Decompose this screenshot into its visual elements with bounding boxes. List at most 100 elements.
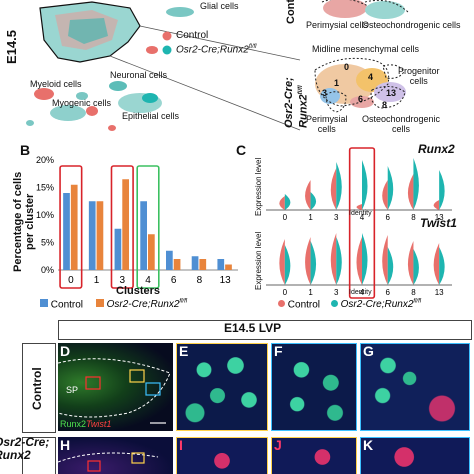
legend-text-control-c: Control xyxy=(287,299,321,311)
legend-swatch-mutant xyxy=(95,299,104,308)
violin-mutant-8 xyxy=(413,158,419,210)
panel-a-umap xyxy=(26,1,301,131)
violin-control-8 xyxy=(407,241,414,285)
umap-neuronal-cluster xyxy=(109,81,127,91)
violin-mutant-6 xyxy=(387,247,394,285)
row-label-mutant: Osr2-Cre; Runx2 xyxy=(0,435,50,462)
panel-c-violins: 0 1 3 4 6 8 130 1 3 4 6 8 13 xyxy=(266,147,452,299)
violin-x-tick: 6 xyxy=(385,213,390,222)
panel-d-sp-label: SP xyxy=(66,385,79,395)
y-tick-label: 20% xyxy=(36,155,54,165)
bar-mutant-6 xyxy=(173,259,181,270)
panel-k-letter: K xyxy=(363,437,374,453)
zoom-cluster-8: 8 xyxy=(382,100,388,110)
bar-control-0 xyxy=(63,193,70,270)
violin-mutant-0 xyxy=(284,245,291,285)
bar-control-4 xyxy=(140,201,147,270)
x-tick-label: 8 xyxy=(197,275,203,286)
violin-control-1 xyxy=(305,237,311,285)
panel-c-identity-label-top: Identity xyxy=(349,210,372,217)
violin-control-0 xyxy=(279,239,285,285)
zoom-top-osteo-label: Osteochondrogenic cells xyxy=(362,20,461,30)
row-label-box-control xyxy=(22,343,56,433)
violin-mutant-6 xyxy=(387,166,394,210)
bar-mutant-0 xyxy=(70,184,78,270)
x-tick-label: 3 xyxy=(120,275,126,286)
bar-control-13 xyxy=(217,259,225,270)
violin-mutant-13 xyxy=(439,247,445,285)
violin-control-13 xyxy=(433,200,440,210)
violin-x-tick: 3 xyxy=(334,213,339,222)
panel-f-letter: F xyxy=(274,343,283,359)
umap-myeloid-cluster xyxy=(34,88,54,100)
micrograph-j xyxy=(271,437,357,474)
cluster-label-neuronal: Neuronal cells xyxy=(110,70,168,80)
bar-mutant-4 xyxy=(148,234,155,270)
bar-mutant-13 xyxy=(225,264,232,270)
violin-x-tick: 0 xyxy=(283,213,288,222)
panel-c-gene-runx2: Runx2 xyxy=(418,142,455,156)
violin-x-tick: 1 xyxy=(308,213,313,222)
micrograph-i xyxy=(176,437,268,474)
highlight-box-cluster-3 xyxy=(110,165,134,289)
panel-b-bar-chart: 0%5%10%15%20%0 1 3 4 6 8 13 xyxy=(36,155,238,289)
violin-control-4 xyxy=(356,204,362,210)
umap-glial-cluster xyxy=(166,7,194,17)
zoom-top-perimysial-label: Perimysial cells xyxy=(306,20,369,30)
bar-control-3 xyxy=(114,228,122,270)
violin-control-4 xyxy=(356,237,362,285)
legend-dot-control-c xyxy=(278,300,285,308)
y-tick-label: 10% xyxy=(36,210,54,220)
legend-text-mutant-c: Osr2-Cre;Runx2fl/fl xyxy=(340,299,422,311)
violin-control-3 xyxy=(330,168,337,210)
zoom-cluster-3: 3 xyxy=(322,88,328,98)
violin-x-tick: 0 xyxy=(283,288,288,297)
panel-b-legend: Control Osr2-Cre;Runx2fl/fl xyxy=(40,299,187,310)
legend-label-mutant: Osr2-Cre;Runx2fl/fl xyxy=(176,44,257,56)
panel-c-gene-twist1: Twist1 xyxy=(420,216,457,230)
violin-mutant-1 xyxy=(310,192,317,210)
legend-swatch-control xyxy=(40,299,48,308)
highlight-box-cluster-4 xyxy=(136,165,160,289)
y-tick-label: 5% xyxy=(41,238,54,248)
legend-text-control: Control xyxy=(50,299,84,311)
microscopy-title: E14.5 LVP xyxy=(224,321,282,335)
violin-control-3 xyxy=(330,233,337,285)
violin-control-0 xyxy=(279,196,285,210)
violin-control-8 xyxy=(407,174,414,210)
legend-label-control: Control xyxy=(176,30,209,41)
micrograph-h xyxy=(58,437,173,474)
micrograph-g xyxy=(360,343,470,431)
x-tick-label: 1 xyxy=(94,275,100,286)
legend-text-mutant: Osr2-Cre;Runx2fl/fl xyxy=(106,299,188,311)
violin-x-tick: 13 xyxy=(435,213,444,222)
zoom-osteo-label: Osteochondrogenic cells xyxy=(362,114,441,134)
x-tick-label: 6 xyxy=(171,275,177,286)
cluster-label-myeloid: Myeloid cells xyxy=(30,79,82,89)
panel-i-letter: I xyxy=(179,437,183,453)
violin-x-tick: 4 xyxy=(360,213,365,222)
violin-mutant-13 xyxy=(439,170,445,210)
panel-b-letter: B xyxy=(20,142,31,158)
row-label-box-mutant xyxy=(22,437,56,474)
micrograph-d xyxy=(58,343,173,431)
microscopy-title-box xyxy=(58,320,472,340)
zoom-cluster-1: 1 xyxy=(334,78,340,88)
umap-myogenic-cluster xyxy=(50,105,86,121)
panel-c-legend: Control Osr2-Cre;Runx2fl/fl xyxy=(278,299,421,310)
panel-h-letter: H xyxy=(60,437,71,453)
legend-dot-mutant xyxy=(162,45,172,55)
legend-dot-mutant-c xyxy=(330,300,338,308)
x-tick-label: 13 xyxy=(220,275,232,286)
legend-dot-control xyxy=(162,31,172,41)
micrograph-e xyxy=(176,343,268,431)
violin-control-6 xyxy=(382,235,388,285)
panel-b-xlabel: Clusters xyxy=(116,285,161,297)
violin-mutant-0 xyxy=(284,194,291,210)
y-tick-label: 15% xyxy=(36,183,54,193)
zoom-umap-plots xyxy=(314,0,409,113)
zoom-cluster-0: 0 xyxy=(344,62,350,72)
violin-mutant-4 xyxy=(362,233,368,285)
zoom-progenitor-label: Progenitor cells xyxy=(398,66,440,86)
